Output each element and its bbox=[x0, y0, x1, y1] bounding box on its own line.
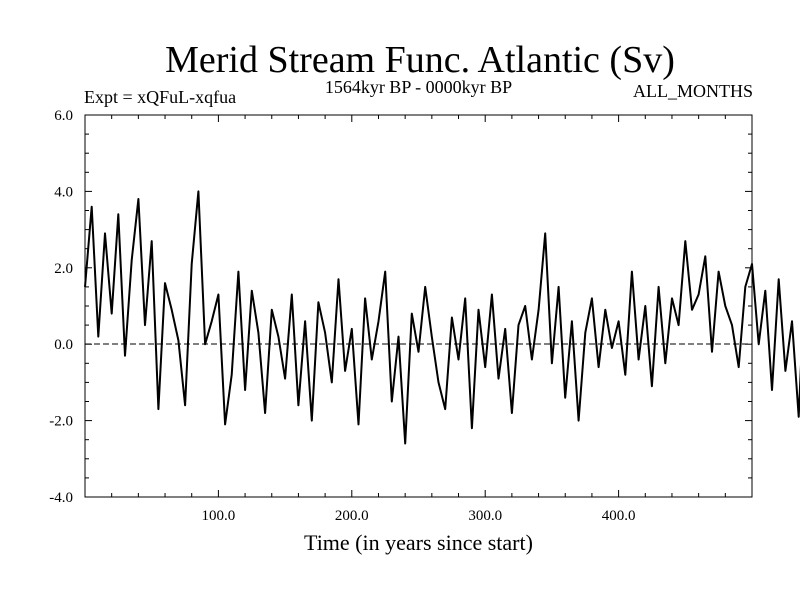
x-tick-label: 400.0 bbox=[602, 508, 636, 524]
months-label: ALL_MONTHS bbox=[633, 81, 753, 101]
x-axis-label: Time (in years since start) bbox=[304, 530, 533, 555]
y-tick-label: 0.0 bbox=[54, 337, 73, 353]
x-tick-label: 200.0 bbox=[335, 508, 369, 524]
chart-subtitle: 1564kyr BP - 0000kyr BP bbox=[324, 77, 513, 97]
x-tick-label: 100.0 bbox=[202, 508, 236, 524]
experiment-label: Expt = xQFuL-xqfua bbox=[84, 87, 237, 107]
chart-title: Merid Stream Func. Atlantic (Sv) bbox=[165, 39, 675, 81]
y-tick-label: 6.0 bbox=[54, 108, 73, 124]
y-tick-label: -2.0 bbox=[49, 414, 73, 430]
y-tick-label: -4.0 bbox=[49, 490, 73, 506]
x-tick-label: 300.0 bbox=[468, 508, 502, 524]
y-tick-label: 4.0 bbox=[54, 184, 73, 200]
y-tick-label: 2.0 bbox=[54, 261, 73, 277]
plot-frame bbox=[84, 114, 753, 498]
series-line bbox=[84, 190, 800, 445]
